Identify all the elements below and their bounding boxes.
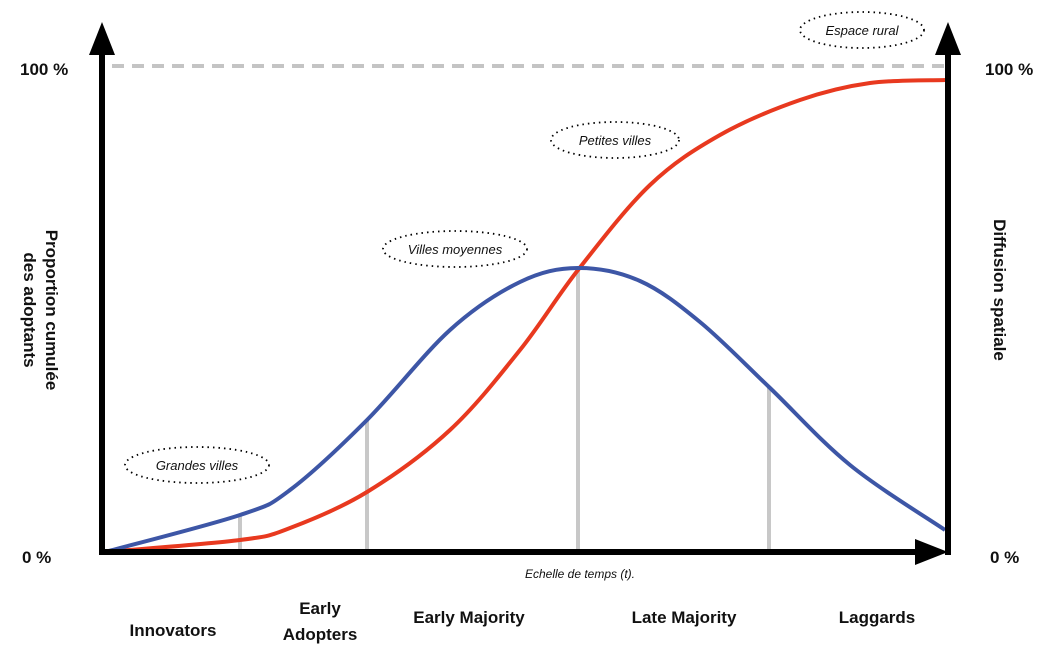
arrow	[915, 539, 948, 565]
left-axis-title: Proportion cumulée des adoptants	[20, 230, 61, 391]
phase-label: Late Majority	[632, 608, 737, 627]
phase-label: Innovators	[130, 621, 217, 640]
phase-label: Adopters	[283, 625, 358, 644]
phase-dividers	[238, 270, 771, 552]
phase-label: Laggards	[839, 608, 916, 627]
place-bubbles	[124, 11, 925, 484]
arrow	[89, 22, 115, 55]
adoption-curve	[104, 265, 947, 554]
axes	[99, 50, 951, 555]
left-bottom-label: 0 %	[22, 548, 51, 567]
right-axis-title: Diffusion spatiale	[990, 219, 1009, 361]
left-top-label: 100 %	[20, 60, 68, 79]
phase-label: Early	[299, 599, 341, 618]
phase-label: Early Majority	[413, 608, 525, 627]
arrow	[935, 22, 961, 55]
cumulative-curve	[104, 78, 946, 554]
place-label: Espace rural	[826, 23, 900, 38]
place-label: Petites villes	[579, 133, 652, 148]
place-label: Grandes villes	[156, 458, 239, 473]
left-axis-title-line: Proportion cumulée	[42, 230, 61, 391]
place-label: Villes moyennes	[408, 242, 503, 257]
right-top-label: 100 %	[985, 60, 1033, 79]
x-axis-title: Echelle de temps (t).	[525, 567, 635, 581]
left-axis-title-line: des adoptants	[20, 252, 39, 367]
right-bottom-label: 0 %	[990, 548, 1019, 567]
